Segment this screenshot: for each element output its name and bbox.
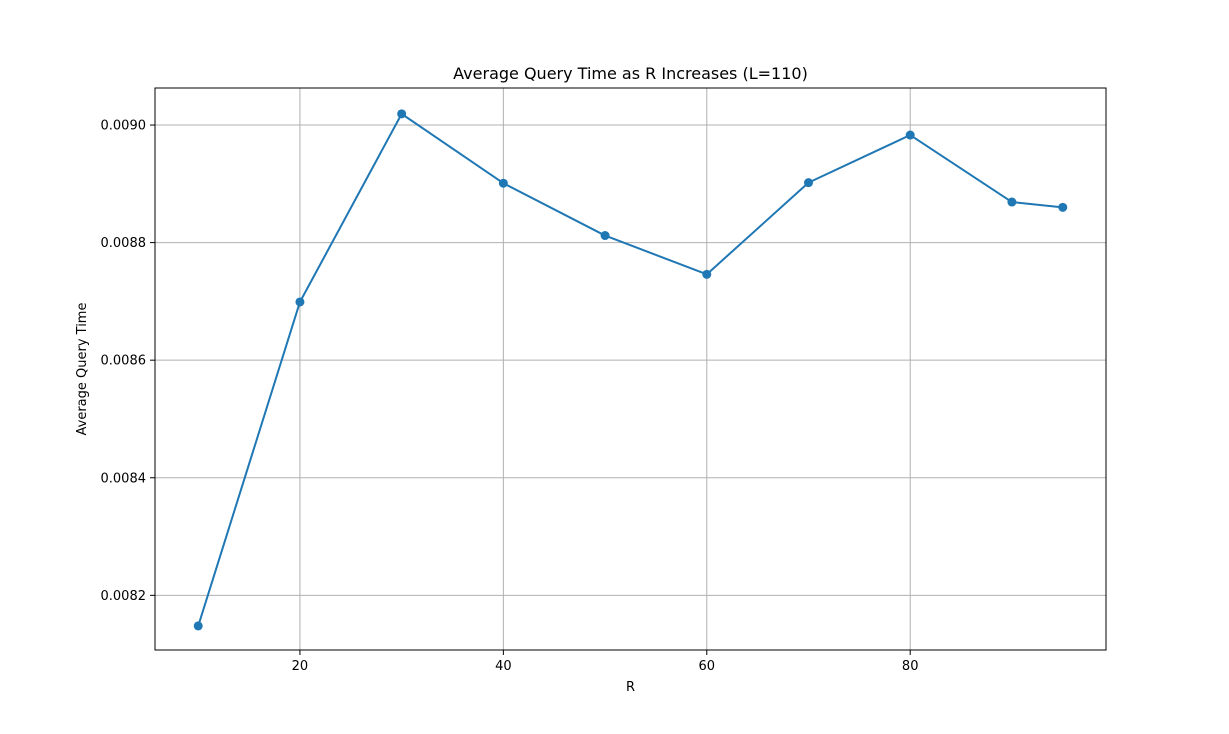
series-line bbox=[197, 112, 1063, 627]
plot-frame bbox=[154, 87, 1107, 651]
x-axis-ticks: 20 40 60 80 bbox=[292, 650, 919, 674]
data-point bbox=[600, 231, 610, 241]
data-point bbox=[193, 621, 203, 631]
y-tick-label: 0.0086 bbox=[101, 354, 147, 369]
x-tick-label: 20 bbox=[292, 659, 309, 674]
y-axis-label: Average Query Time bbox=[75, 303, 90, 436]
data-point bbox=[702, 269, 712, 279]
x-tick-label: 80 bbox=[902, 659, 919, 674]
data-point bbox=[803, 178, 813, 188]
data-point bbox=[397, 109, 407, 119]
chart-title: Average Query Time as R Increases (L=110… bbox=[453, 64, 808, 83]
y-tick-label: 0.0084 bbox=[101, 471, 147, 486]
data-point bbox=[1007, 197, 1017, 207]
x-tick-label: 60 bbox=[699, 659, 716, 674]
series-layer bbox=[193, 109, 1068, 631]
y-tick-label: 0.0088 bbox=[101, 236, 147, 251]
data-point bbox=[498, 178, 508, 188]
y-tick-label: 0.0082 bbox=[101, 589, 147, 604]
x-axis-label: R bbox=[626, 680, 635, 695]
y-tick-label: 0.0090 bbox=[101, 119, 147, 134]
data-point bbox=[295, 297, 305, 307]
x-tick-label: 40 bbox=[495, 659, 512, 674]
y-axis-ticks: 0.0082 0.0084 0.0086 0.0088 0.0090 bbox=[101, 119, 155, 604]
data-point bbox=[1058, 202, 1068, 212]
data-point bbox=[905, 130, 915, 140]
